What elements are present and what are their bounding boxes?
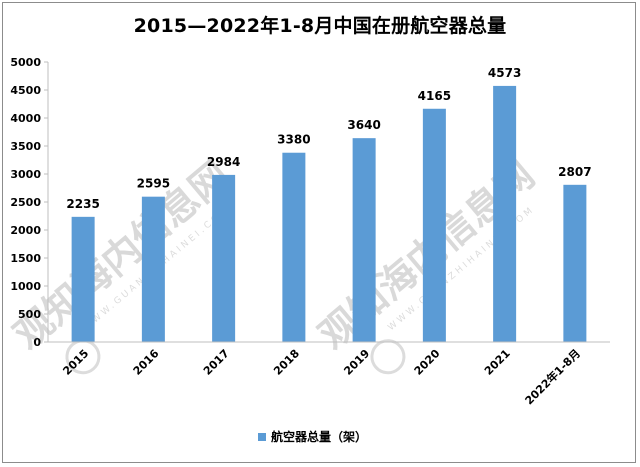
bar [141, 196, 165, 342]
bar [282, 152, 306, 342]
data-label: 3640 [347, 118, 380, 132]
x-tick-label: 2018 [271, 347, 302, 378]
y-tick-label: 2000 [10, 224, 41, 237]
x-tick-label: 2022年1-8月 [522, 346, 583, 407]
data-label: 2595 [137, 177, 170, 191]
chart-title: 2015—2022年1-8月中国在册航空器总量 [133, 15, 507, 37]
x-tick-label: 2020 [412, 347, 443, 378]
legend-swatch [258, 433, 266, 441]
y-tick-label: 2500 [10, 196, 41, 209]
y-tick-label: 4500 [10, 84, 41, 97]
y-tick-label: 1000 [10, 280, 41, 293]
data-label: 2984 [207, 155, 240, 169]
x-tick-label: 2019 [341, 347, 372, 378]
y-tick-label: 3000 [10, 168, 41, 181]
bar [422, 108, 446, 342]
x-tick-label: 2021 [482, 347, 513, 378]
y-tick-label: 5000 [10, 56, 41, 69]
bar [212, 174, 236, 342]
watermark-logo [65, 339, 101, 375]
x-tick-label: 2017 [201, 347, 232, 378]
y-axis: 0 500 1000 1500 2000 2500 3000 3500 4000 4500 5000 [10, 56, 49, 349]
data-label: 4573 [488, 66, 521, 80]
watermark-logo [370, 339, 406, 375]
y-tick-label: 3500 [10, 140, 41, 153]
data-label: 2807 [558, 165, 591, 179]
y-tick-label: 1500 [10, 252, 41, 265]
bars: 2235 2595 2984 3380 3640 4165 4573 2807 [66, 66, 592, 343]
data-label: 3380 [277, 133, 310, 147]
y-tick-label: 4000 [10, 112, 41, 125]
data-label: 2235 [66, 197, 99, 211]
bar [563, 184, 587, 342]
bar [493, 85, 517, 343]
y-tick-label: 500 [18, 308, 41, 321]
bar [352, 138, 376, 342]
legend: 航空器总量（架） [258, 429, 367, 444]
x-tick-label: 2016 [131, 347, 162, 378]
y-tick-label: 0 [33, 336, 41, 349]
bar [71, 216, 95, 342]
x-axis: 2015 2016 2017 2018 2019 2020 2021 2022年1-8月 [48, 341, 610, 407]
chart-frame [2, 2, 636, 463]
data-label: 4165 [418, 89, 451, 103]
legend-label: 航空器总量（架） [271, 429, 367, 444]
